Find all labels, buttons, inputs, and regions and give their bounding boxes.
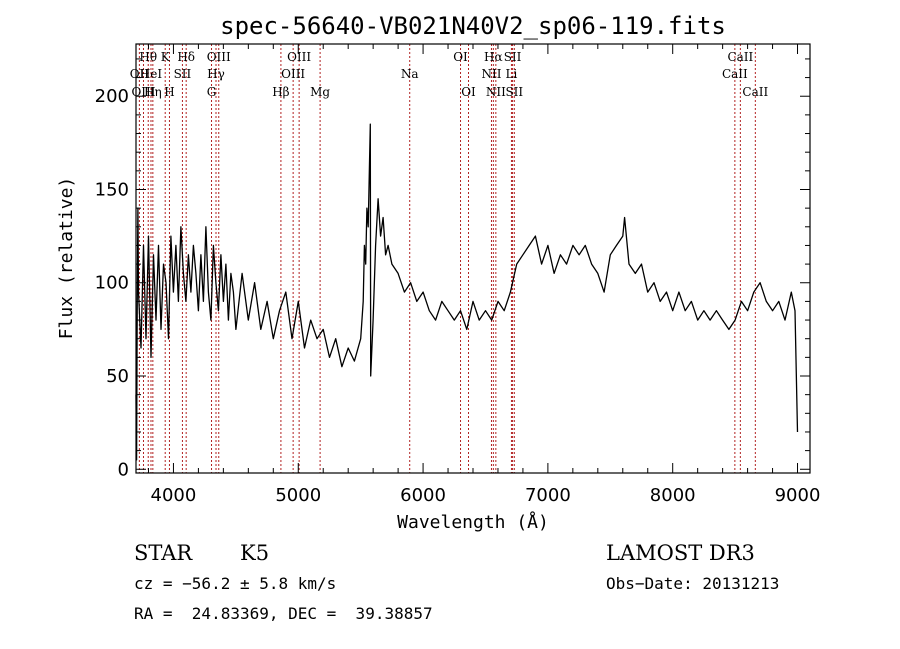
survey-name: LAMOST DR3 xyxy=(606,541,755,565)
line-label-15: Mg xyxy=(310,85,330,99)
line-label-6: H xyxy=(164,85,174,99)
x-tick-label: 8000 xyxy=(650,485,696,506)
line-label-1: OII xyxy=(130,67,150,81)
spectrum-line xyxy=(135,123,799,461)
y-tick-label: 0 xyxy=(118,459,129,480)
line-label-20: SII xyxy=(504,50,522,64)
y-tick-label: 150 xyxy=(95,179,129,200)
x-tick-label: 5000 xyxy=(275,485,321,506)
y-axis: 0 50 100 150 200 xyxy=(95,58,810,480)
line-label-3: OIII xyxy=(131,85,155,99)
line-label-7: Hδ xyxy=(177,50,195,64)
y-tick-label: 100 xyxy=(95,273,129,294)
plot-frame xyxy=(135,43,811,474)
line-label-25: CaII xyxy=(727,50,753,64)
line-label-13: OIII xyxy=(281,67,305,81)
line-label-19: Hα xyxy=(484,50,503,64)
line-label-23: NII xyxy=(486,85,506,99)
y-tick-label: 200 xyxy=(95,86,129,107)
chart-title: spec-56640-VB021N40V2_sp06-119.fits xyxy=(220,12,726,40)
x-tick-label: 9000 xyxy=(775,485,821,506)
coordinates-text: RA = 24.83369, DEC = 39.38857 xyxy=(134,604,433,623)
y-axis-label: Flux (relative) xyxy=(56,177,77,340)
line-label-17: OI xyxy=(453,50,468,64)
obs-date-text: Obs−Date: 20131213 xyxy=(606,574,779,593)
line-label-11: G xyxy=(207,85,217,99)
line-label-4: Hη xyxy=(144,85,162,99)
line-label-16: Na xyxy=(401,67,419,81)
line-label-0: Hθ xyxy=(139,50,157,64)
y-tick-label: 50 xyxy=(106,366,129,387)
x-tick-label: 4000 xyxy=(151,485,197,506)
line-label-22: Li xyxy=(506,67,518,81)
object-subclass: K5 xyxy=(240,541,269,565)
spectral-line-markers xyxy=(138,44,756,473)
redshift-text: cz = −56.2 ± 5.8 km/s xyxy=(134,574,336,593)
object-class: STAR xyxy=(134,541,193,565)
line-label-27: CaII xyxy=(742,85,768,99)
line-label-14: Hβ xyxy=(272,85,289,99)
x-tick-label: 6000 xyxy=(400,485,446,506)
line-label-21: NII xyxy=(481,67,501,81)
line-label-18: OI xyxy=(461,85,476,99)
line-label-9: OIII xyxy=(207,50,231,64)
line-label-8: SII xyxy=(174,67,192,81)
line-label-2: HeI xyxy=(140,67,163,81)
x-axis-label: Wavelength (Å) xyxy=(397,511,549,533)
line-label-24: SII xyxy=(505,85,523,99)
line-label-12: OIII xyxy=(287,50,311,64)
line-label-26: CaII xyxy=(722,67,748,81)
x-tick-label: 7000 xyxy=(525,485,571,506)
line-label-10: Hγ xyxy=(207,67,225,81)
x-axis: 4000 5000 6000 7000 8000 9000 xyxy=(147,44,821,506)
line-label-5: K xyxy=(161,50,171,64)
